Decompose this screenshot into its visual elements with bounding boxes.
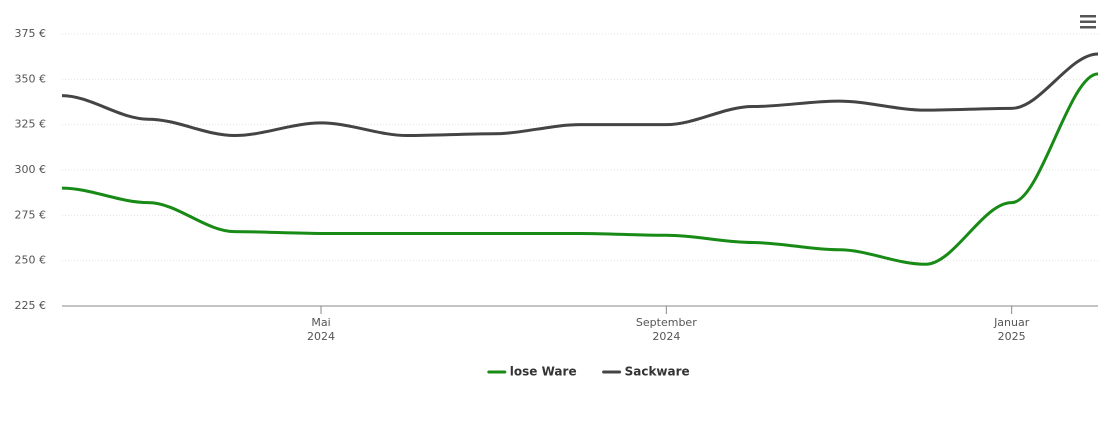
- menu-bar: [1080, 15, 1096, 18]
- y-tick-label: 250 €: [15, 254, 47, 267]
- y-tick-label: 325 €: [15, 118, 47, 131]
- legend-item[interactable]: Sackware: [602, 365, 690, 379]
- series-line: [61, 72, 1099, 266]
- x-tick-label: 2024: [652, 330, 680, 343]
- y-tick-label: 350 €: [15, 72, 47, 85]
- x-tick-label: 2024: [307, 330, 335, 343]
- menu-bar: [1080, 20, 1096, 23]
- x-tick-label: Januar: [993, 316, 1030, 329]
- legend-item[interactable]: lose Ware: [487, 365, 577, 379]
- y-tick-label: 300 €: [15, 163, 47, 176]
- legend-label: Sackware: [625, 365, 690, 379]
- x-tick-label: 2025: [998, 330, 1026, 343]
- x-tick-label: September: [636, 316, 697, 329]
- y-tick-label: 225 €: [15, 299, 47, 312]
- y-tick-label: 375 €: [15, 27, 47, 40]
- menu-bar: [1080, 26, 1096, 29]
- menu-icon[interactable]: [1080, 15, 1096, 29]
- x-tick-label: Mai: [311, 316, 330, 329]
- series-line: [61, 52, 1099, 138]
- legend-label: lose Ware: [510, 365, 577, 379]
- y-tick-label: 275 €: [15, 208, 47, 221]
